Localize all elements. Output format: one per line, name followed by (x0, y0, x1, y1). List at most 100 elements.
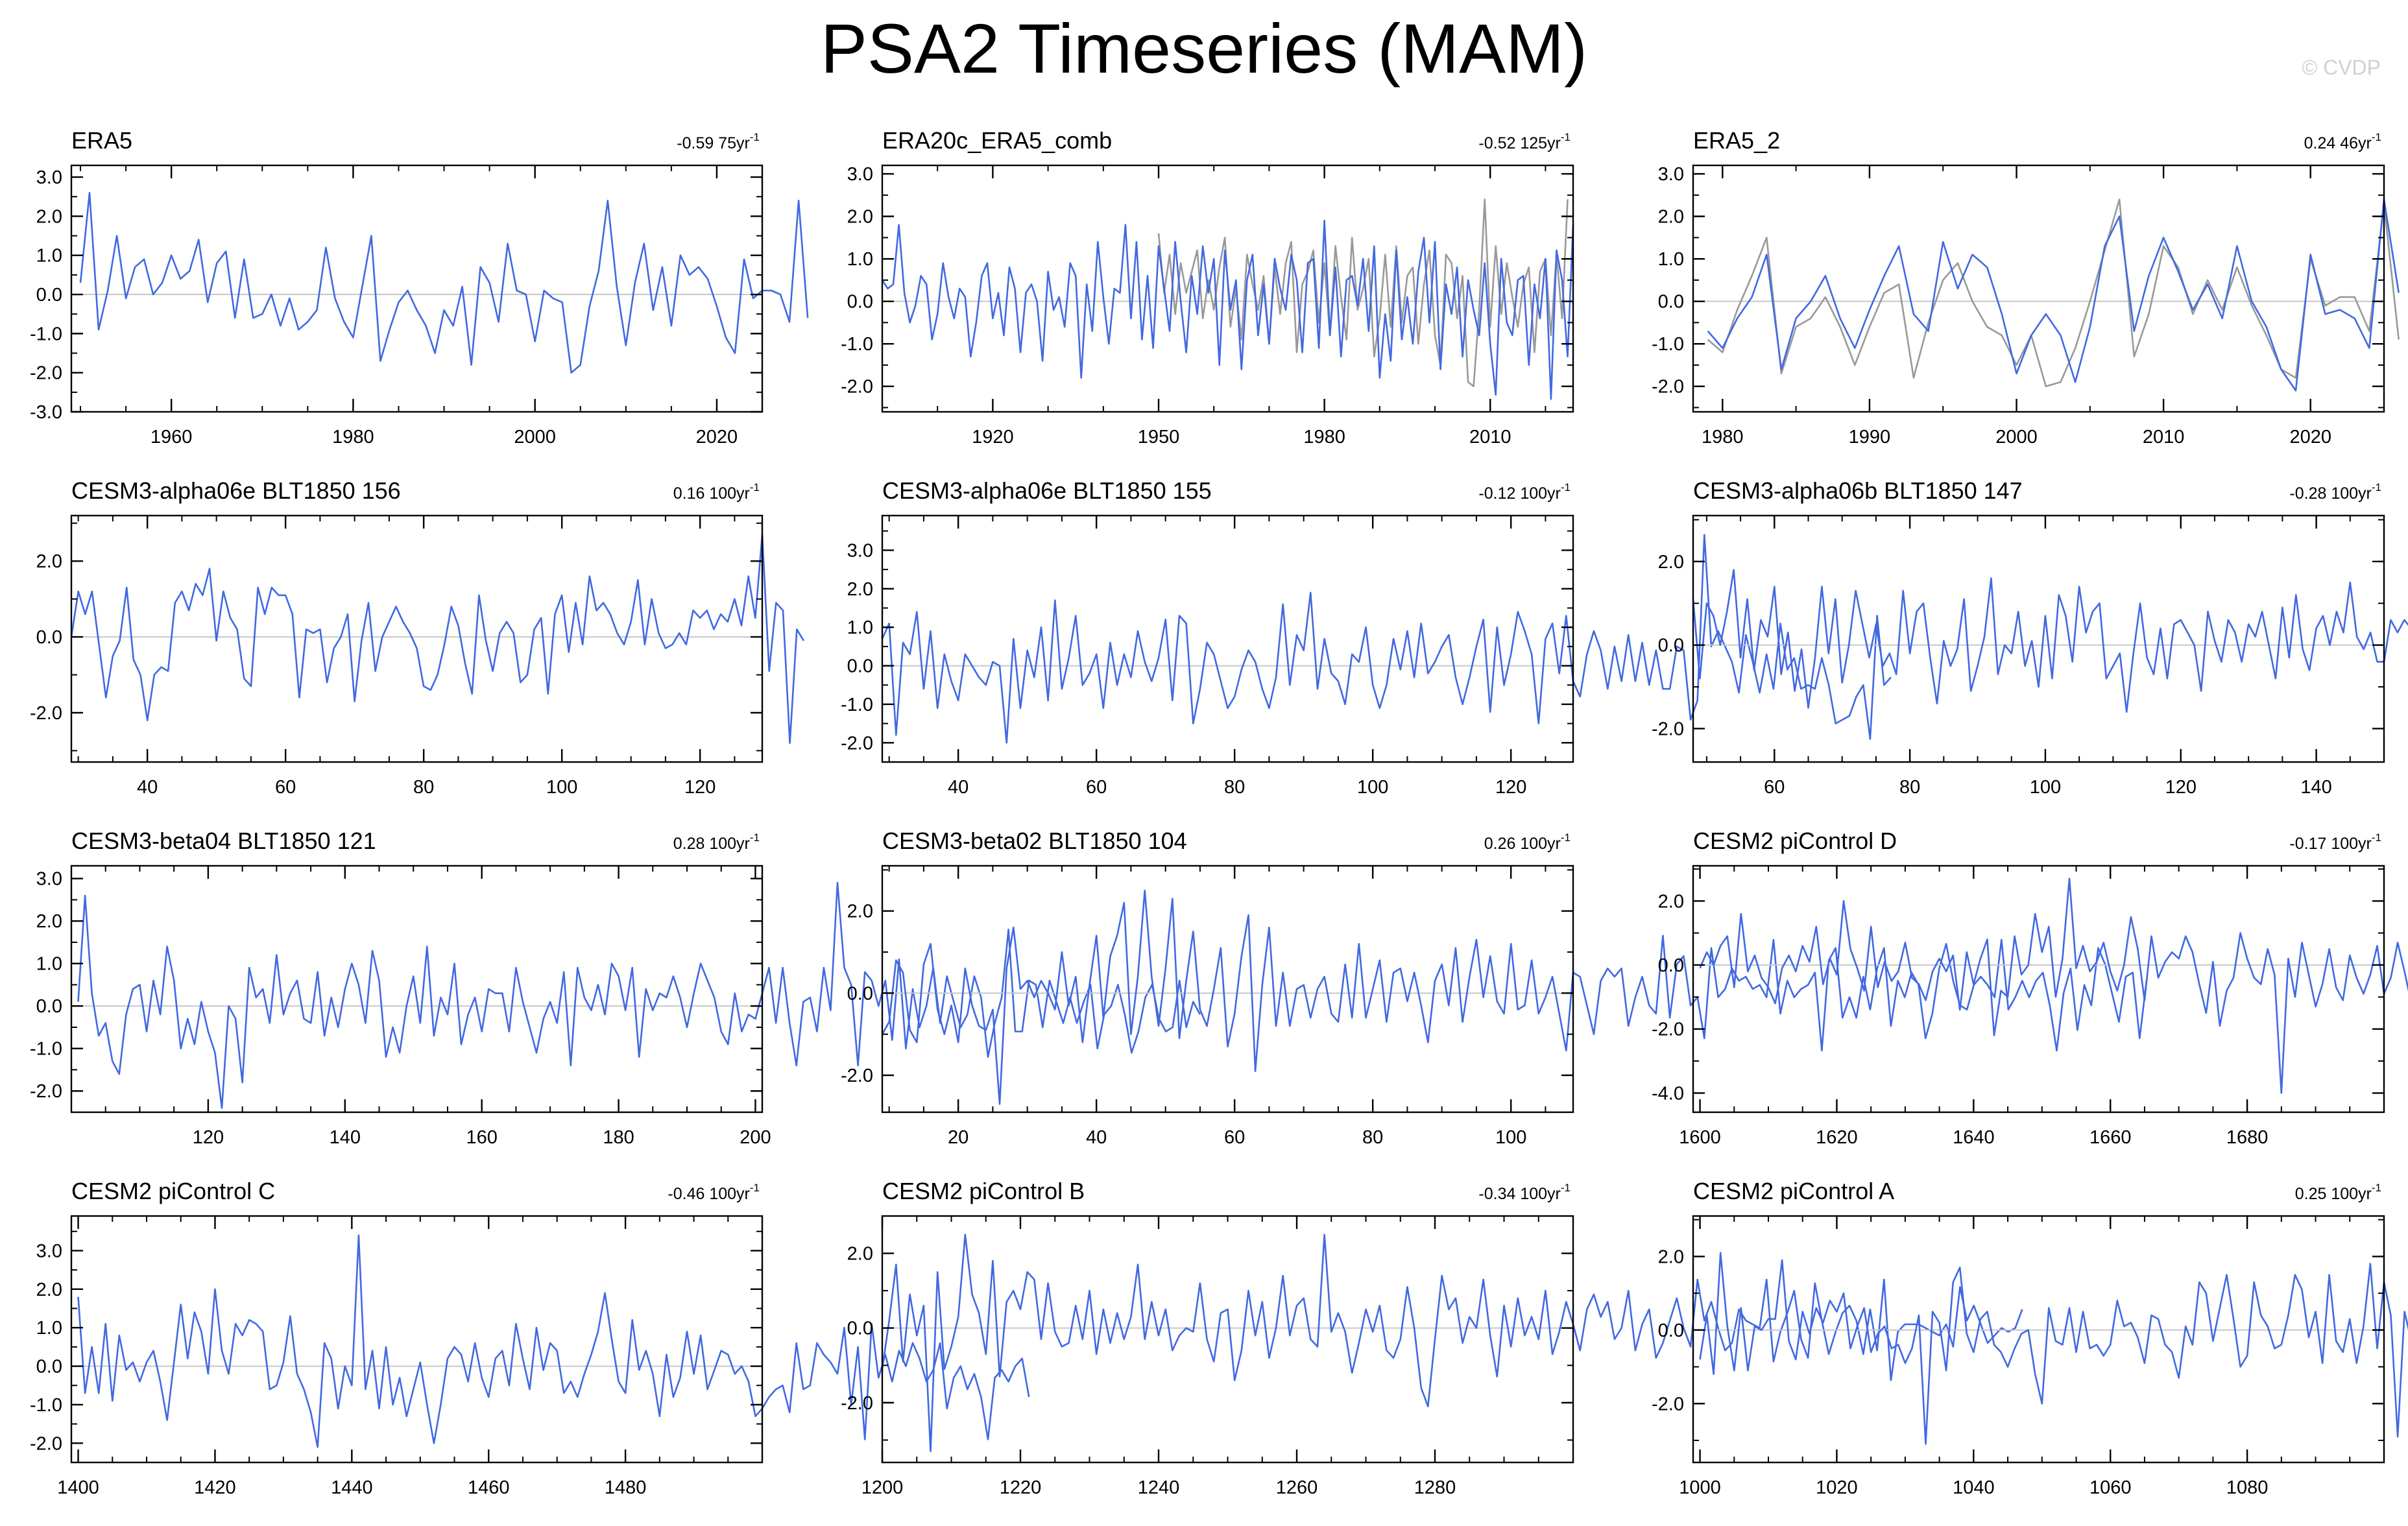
panel-title: CESM3-beta04 BLT1850 121 (71, 828, 376, 854)
y-tick-label: -2.0 (1652, 377, 1684, 398)
panel-title: ERA5 (71, 127, 132, 154)
trend-label: -0.17 100yr-1 (2289, 831, 2381, 853)
x-tick-label: 1060 (2089, 1477, 2132, 1498)
y-tick-label: 1.0 (1658, 249, 1684, 270)
y-tick-label: 1.0 (847, 617, 873, 638)
y-tick-label: 2.0 (1658, 207, 1684, 228)
x-tick-label: 1200 (861, 1477, 904, 1498)
x-tick-label: 1960 (150, 427, 193, 447)
model-series-line (70, 533, 805, 745)
x-tick-label: 2020 (2289, 427, 2331, 447)
x-tick-label: 100 (1357, 777, 1388, 798)
x-tick-label: 1980 (1702, 427, 1744, 447)
model-series-line (1699, 877, 2408, 1094)
x-tick-label: 60 (1224, 1127, 1245, 1148)
panel-title: CESM3-alpha06e BLT1850 155 (882, 477, 1212, 504)
x-tick-label: 1400 (57, 1477, 99, 1498)
plot-frame (70, 514, 764, 763)
panel-12: CESM2 piControl A 0.25 100yr-1 1000 1020 104… (1652, 1178, 2408, 1498)
panel-title: CESM3-alpha06b BLT1850 147 (1693, 477, 2023, 504)
panel-title: CESM3-beta02 BLT1850 104 (882, 828, 1187, 854)
x-tick-label: 120 (2165, 777, 2197, 798)
y-tick-label: 2.0 (36, 206, 62, 227)
y-tick-label: -3.0 (30, 402, 62, 423)
x-tick-label: 1280 (1414, 1477, 1456, 1498)
plot-frame (1692, 864, 2385, 1114)
trend-label: 0.25 100yr-1 (2295, 1182, 2381, 1203)
plot-frame (881, 864, 1574, 1114)
y-tick-label: 1.0 (36, 1318, 62, 1339)
plot-frame (1692, 1215, 2385, 1464)
x-tick-label: 1220 (1000, 1477, 1042, 1498)
x-tick-label: 1420 (194, 1477, 236, 1498)
y-tick-label: 2.0 (847, 579, 873, 600)
trend-label: -0.12 100yr-1 (1478, 481, 1571, 503)
plot-frame (70, 164, 764, 413)
x-tick-label: 1440 (331, 1477, 373, 1498)
trend-label: 0.24 46yr-1 (2304, 131, 2381, 152)
y-tick-label: 2.0 (1658, 1246, 1684, 1267)
model-series-line (1707, 198, 2400, 392)
x-tick-label: 1000 (1679, 1477, 1721, 1498)
y-tick-label: 0.0 (1658, 292, 1684, 313)
panel-10: CESM2 piControl C -0.46 100yr-1 1400 1420 14… (30, 1178, 1030, 1498)
x-tick-label: 1020 (1816, 1477, 1858, 1498)
x-tick-label: 1660 (2089, 1127, 2132, 1148)
x-tick-label: 140 (330, 1127, 361, 1148)
x-tick-label: 2010 (2143, 427, 2185, 447)
y-tick-label: 0.0 (847, 656, 873, 677)
y-tick-label: 3.0 (36, 1241, 62, 1261)
x-tick-label: 1600 (1679, 1127, 1721, 1148)
y-tick-label: -1.0 (1652, 334, 1684, 355)
y-tick-label: 3.0 (36, 167, 62, 188)
x-tick-label: 20 (948, 1127, 969, 1148)
x-tick-label: 200 (740, 1127, 771, 1148)
x-tick-label: 2000 (514, 427, 556, 447)
x-tick-label: 1040 (1953, 1477, 1995, 1498)
y-tick-label: 0.0 (847, 1318, 873, 1339)
trend-label: 0.26 100yr-1 (1484, 831, 1571, 853)
y-tick-label: -2.0 (30, 363, 62, 384)
y-tick-label: 2.0 (36, 551, 62, 572)
y-tick-label: 0.0 (847, 292, 873, 313)
x-tick-label: 1920 (972, 427, 1014, 447)
y-tick-label: 0.0 (36, 627, 62, 648)
obs-series-line (1707, 198, 2400, 388)
x-tick-label: 1990 (1849, 427, 1891, 447)
panel-title: CESM2 piControl B (882, 1178, 1085, 1204)
model-series-line (77, 1234, 1030, 1448)
y-tick-label: 2.0 (847, 901, 873, 922)
panel-title: CESM3-alpha06e BLT1850 156 (71, 477, 401, 504)
y-tick-label: -1.0 (30, 1395, 62, 1416)
y-tick-label: -2.0 (30, 1081, 62, 1102)
x-tick-label: 1240 (1138, 1477, 1180, 1498)
x-tick-label: 2000 (1995, 427, 2038, 447)
y-tick-label: -1.0 (30, 324, 62, 344)
y-tick-label: -2.0 (841, 1393, 873, 1414)
y-tick-label: 0.0 (36, 1357, 62, 1377)
y-tick-label: 0.0 (1658, 955, 1684, 976)
panel-title: CESM2 piControl D (1693, 828, 1897, 854)
y-tick-label: 0.0 (847, 983, 873, 1004)
model-series-line (881, 1234, 2023, 1452)
y-tick-label: 2.0 (1658, 891, 1684, 912)
y-tick-label: 3.0 (36, 869, 62, 890)
panel-2: ERA20c_ERA5_comb -0.52 125yr-1 1920 1950 198… (841, 127, 1574, 447)
model-series-line (1699, 1252, 2408, 1445)
y-tick-label: 1.0 (847, 249, 873, 270)
x-tick-label: 120 (684, 777, 716, 798)
y-tick-label: -2.0 (1652, 719, 1684, 739)
plot-frame (1692, 514, 2385, 763)
x-tick-label: 80 (1224, 777, 1245, 798)
x-tick-label: 2010 (1469, 427, 1511, 447)
trend-label: -0.34 100yr-1 (1478, 1182, 1571, 1203)
y-tick-label: -2.0 (30, 1433, 62, 1454)
panel-4: CESM3-alpha06e BLT1850 156 0.16 100yr-1 40… (30, 477, 805, 798)
trend-label: -0.46 100yr-1 (668, 1182, 760, 1203)
page-title: PSA2 Timeseries (MAM) (820, 9, 1588, 88)
x-tick-label: 180 (603, 1127, 634, 1148)
x-tick-label: 120 (1495, 777, 1526, 798)
model-series-line (881, 534, 1892, 744)
x-tick-label: 80 (413, 777, 434, 798)
model-series-line (79, 191, 809, 374)
